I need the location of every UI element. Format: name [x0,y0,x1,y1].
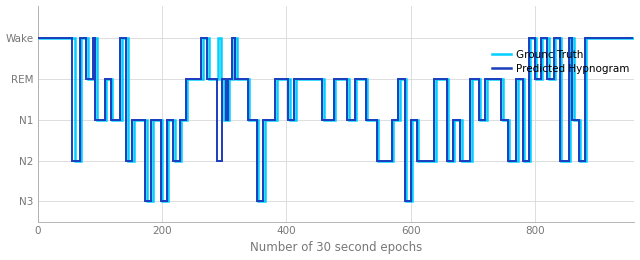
Predicted Hypnogram [34,37,42,40]
Line: Grounc Truth: Grounc Truth [38,38,634,201]
Grounc Truth [345,77,353,81]
Predicted Hypnogram [228,37,236,40]
Predicted Hypnogram [253,118,260,121]
Grounc Truth [177,118,184,121]
Grounc Truth [230,37,237,40]
Predicted Hypnogram [344,77,351,81]
Line: Predicted Hypnogram: Predicted Hypnogram [38,38,633,201]
Predicted Hypnogram [176,118,184,121]
Grounc Truth [570,118,577,121]
Grounc Truth [34,37,42,40]
Grounc Truth [630,37,638,40]
Grounc Truth [255,118,262,121]
X-axis label: Number of 30 second epochs: Number of 30 second epochs [250,242,422,255]
Predicted Hypnogram [568,118,576,121]
Legend: Grounc Truth, Predicted Hypnogram: Grounc Truth, Predicted Hypnogram [492,50,629,74]
Predicted Hypnogram [629,37,637,40]
Grounc Truth [532,77,540,81]
Predicted Hypnogram [141,200,148,203]
Grounc Truth [143,200,150,203]
Predicted Hypnogram [531,77,539,81]
